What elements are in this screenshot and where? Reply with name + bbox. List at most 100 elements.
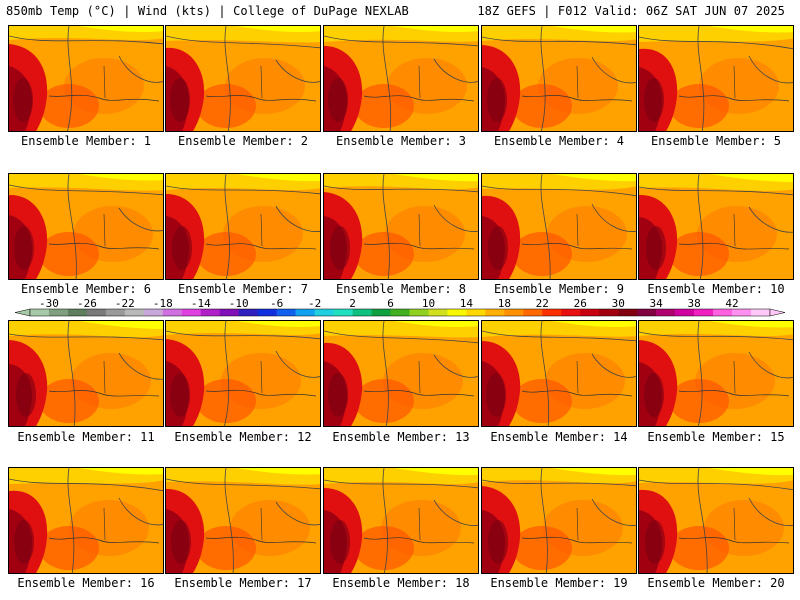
temperature-field (639, 468, 793, 573)
ensemble-member-label: Ensemble Member: 11 (17, 430, 155, 444)
colorbar-segment (561, 309, 581, 316)
colorbar-tick-label: 2 (349, 298, 356, 310)
temperature-field (482, 26, 636, 131)
ensemble-member-label: Ensemble Member: 17 (174, 576, 312, 590)
ensemble-member-map (638, 320, 794, 427)
ensemble-member-map (481, 173, 637, 280)
colorbar-tick-label: 10 (422, 298, 435, 310)
colorbar-tick-label: -18 (153, 298, 173, 310)
ensemble-member-label: Ensemble Member: 8 (335, 282, 467, 296)
colorbar-segment (48, 309, 69, 316)
colorbar-segment (466, 309, 486, 316)
colorbar-segment (409, 309, 429, 316)
colorbar-tick-label: 30 (612, 298, 625, 310)
colorbar-tick-label: 14 (460, 298, 474, 310)
ensemble-member-label: Ensemble Member: 12 (174, 430, 312, 444)
colorbar-tick-label: -22 (115, 298, 135, 310)
colorbar-segment (276, 309, 296, 316)
model-valid-time: 18Z GEFS | F012 Valid: 06Z SAT JUN 07 20… (477, 4, 785, 18)
ensemble-member-label: Ensemble Member: 3 (335, 134, 467, 148)
colorbar-segment (219, 309, 240, 316)
colorbar-tick-label: -14 (191, 298, 211, 310)
ensemble-member-label: Ensemble Member: 5 (650, 134, 782, 148)
ensemble-member-label: Ensemble Member: 20 (647, 576, 785, 590)
ensemble-member-map (8, 25, 164, 132)
temperature-field (166, 468, 320, 573)
temperature-field (166, 174, 320, 279)
ensemble-member-label: Ensemble Member: 16 (17, 576, 155, 590)
colorbar-segment (238, 309, 258, 316)
colorbar-segment (333, 309, 353, 316)
ensemble-member-label: Ensemble Member: 7 (177, 282, 309, 296)
colorbar-segment (580, 309, 600, 316)
ensemble-member-label: Ensemble Member: 15 (647, 430, 785, 444)
colorbar-tick-label: -2 (308, 298, 321, 310)
temperature-field (9, 174, 163, 279)
colorbar-left-arrow (14, 308, 31, 317)
ensemble-member-label: Ensemble Member: 4 (493, 134, 625, 148)
colorbar-tick-label: 18 (498, 298, 511, 310)
colorbar-segment (143, 309, 164, 316)
temperature-field (324, 174, 478, 279)
ensemble-member-map (165, 25, 321, 132)
colorbar-segment (295, 309, 315, 316)
ensemble-member-map (323, 25, 479, 132)
ensemble-member-map (323, 320, 479, 427)
colorbar-segment (428, 309, 448, 316)
ensemble-member-label: Ensemble Member: 19 (490, 576, 628, 590)
ensemble-member-map (165, 173, 321, 280)
temperature-field (324, 468, 478, 573)
ensemble-member-label: Ensemble Member: 1 (20, 134, 152, 148)
colorbar-tick-label: -6 (270, 298, 283, 310)
ensemble-member-label: Ensemble Member: 6 (20, 282, 152, 296)
ensemble-member-map (8, 320, 164, 427)
colorbar-tick-label: -30 (39, 298, 59, 310)
colorbar-segment (105, 309, 126, 316)
ensemble-member-map (481, 467, 637, 574)
colorbar-segment (181, 309, 202, 316)
colorbar-segment (751, 309, 771, 316)
temperature-field (639, 26, 793, 131)
colorbar-segment (314, 309, 334, 316)
colorbar-segment (485, 309, 505, 316)
colorbar-tick-label: 26 (574, 298, 587, 310)
temperature-field (482, 174, 636, 279)
ensemble-member-map (165, 320, 321, 427)
ensemble-member-label: Ensemble Member: 9 (493, 282, 625, 296)
colorbar-right-arrow (769, 308, 786, 317)
ensemble-member-label: Ensemble Member: 10 (647, 282, 785, 296)
colorbar-segment (86, 309, 107, 316)
colorbar-tick-label: -10 (229, 298, 249, 310)
temperature-colorbar: -30 -26 -22 -18 -14 -10 -6 -2 2 6 10 14 18 22 26 30 34 38… (14, 298, 786, 317)
temperature-field (166, 26, 320, 131)
colorbar-tick-label: 22 (536, 298, 549, 310)
ensemble-member-map (165, 467, 321, 574)
colorbar-segment (371, 309, 391, 316)
colorbar-segment (162, 309, 183, 316)
colorbar-segment (257, 309, 277, 316)
ensemble-member-map (323, 467, 479, 574)
colorbar-tick-label: 38 (687, 298, 700, 310)
temperature-field (324, 26, 478, 131)
colorbar-segment (200, 309, 221, 316)
colorbar-segment (675, 309, 695, 316)
colorbar-segment (67, 309, 88, 316)
temperature-field (639, 321, 793, 426)
temperature-field (9, 468, 163, 573)
ensemble-member-label: Ensemble Member: 13 (332, 430, 470, 444)
ensemble-member-label: Ensemble Member: 14 (490, 430, 628, 444)
temperature-field (9, 321, 163, 426)
colorbar-segment (447, 309, 467, 316)
colorbar-segment (656, 309, 676, 316)
temperature-field (9, 26, 163, 131)
ensemble-member-map (8, 173, 164, 280)
temperature-field (324, 321, 478, 426)
colorbar-segment (352, 309, 372, 316)
colorbar-segment (694, 309, 714, 316)
temperature-field (639, 174, 793, 279)
colorbar-segment (523, 309, 543, 316)
ensemble-member-map (323, 173, 479, 280)
map-title: 850mb Temp (°C) | Wind (kts) | College o… (6, 4, 409, 18)
ensemble-member-label: Ensemble Member: 18 (332, 576, 470, 590)
colorbar-segment (30, 309, 50, 316)
